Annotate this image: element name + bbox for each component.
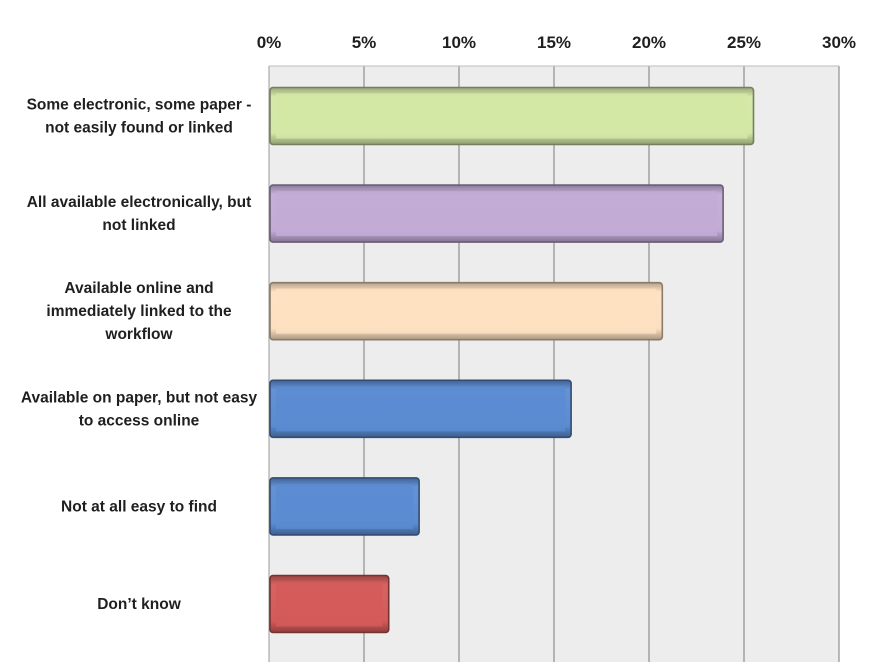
bar-face: [276, 581, 383, 627]
bar-face: [276, 288, 657, 334]
bars: [269, 86, 755, 634]
category-label: All available electronically, but not lin…: [27, 194, 252, 234]
x-tick-label: 30%: [822, 33, 856, 52]
category-label: Not at all easy to find: [61, 498, 217, 515]
category-label: Available on paper, but not easy to acces…: [21, 389, 258, 429]
x-axis-ticks: 0% 5% 10% 15% 20% 25% 30%: [257, 33, 856, 52]
bar-face: [276, 191, 718, 237]
gridlines: [268, 65, 840, 662]
x-tick-label: 10%: [442, 33, 476, 52]
category-label: Don’t know: [97, 596, 181, 613]
bar-face: [276, 93, 748, 139]
category-labels: Some electronic, some paper -not easily …: [21, 97, 258, 614]
x-tick-label: 5%: [352, 33, 377, 52]
category-label: Some electronic, some paper -not easily …: [27, 97, 252, 137]
x-tick-label: 20%: [632, 33, 666, 52]
bar-face: [276, 483, 414, 529]
category-label: Available online and immediately linked t…: [46, 280, 232, 343]
x-tick-label: 15%: [537, 33, 571, 52]
x-tick-label: 0%: [257, 33, 282, 52]
x-tick-label: 25%: [727, 33, 761, 52]
bar-face: [276, 386, 566, 432]
